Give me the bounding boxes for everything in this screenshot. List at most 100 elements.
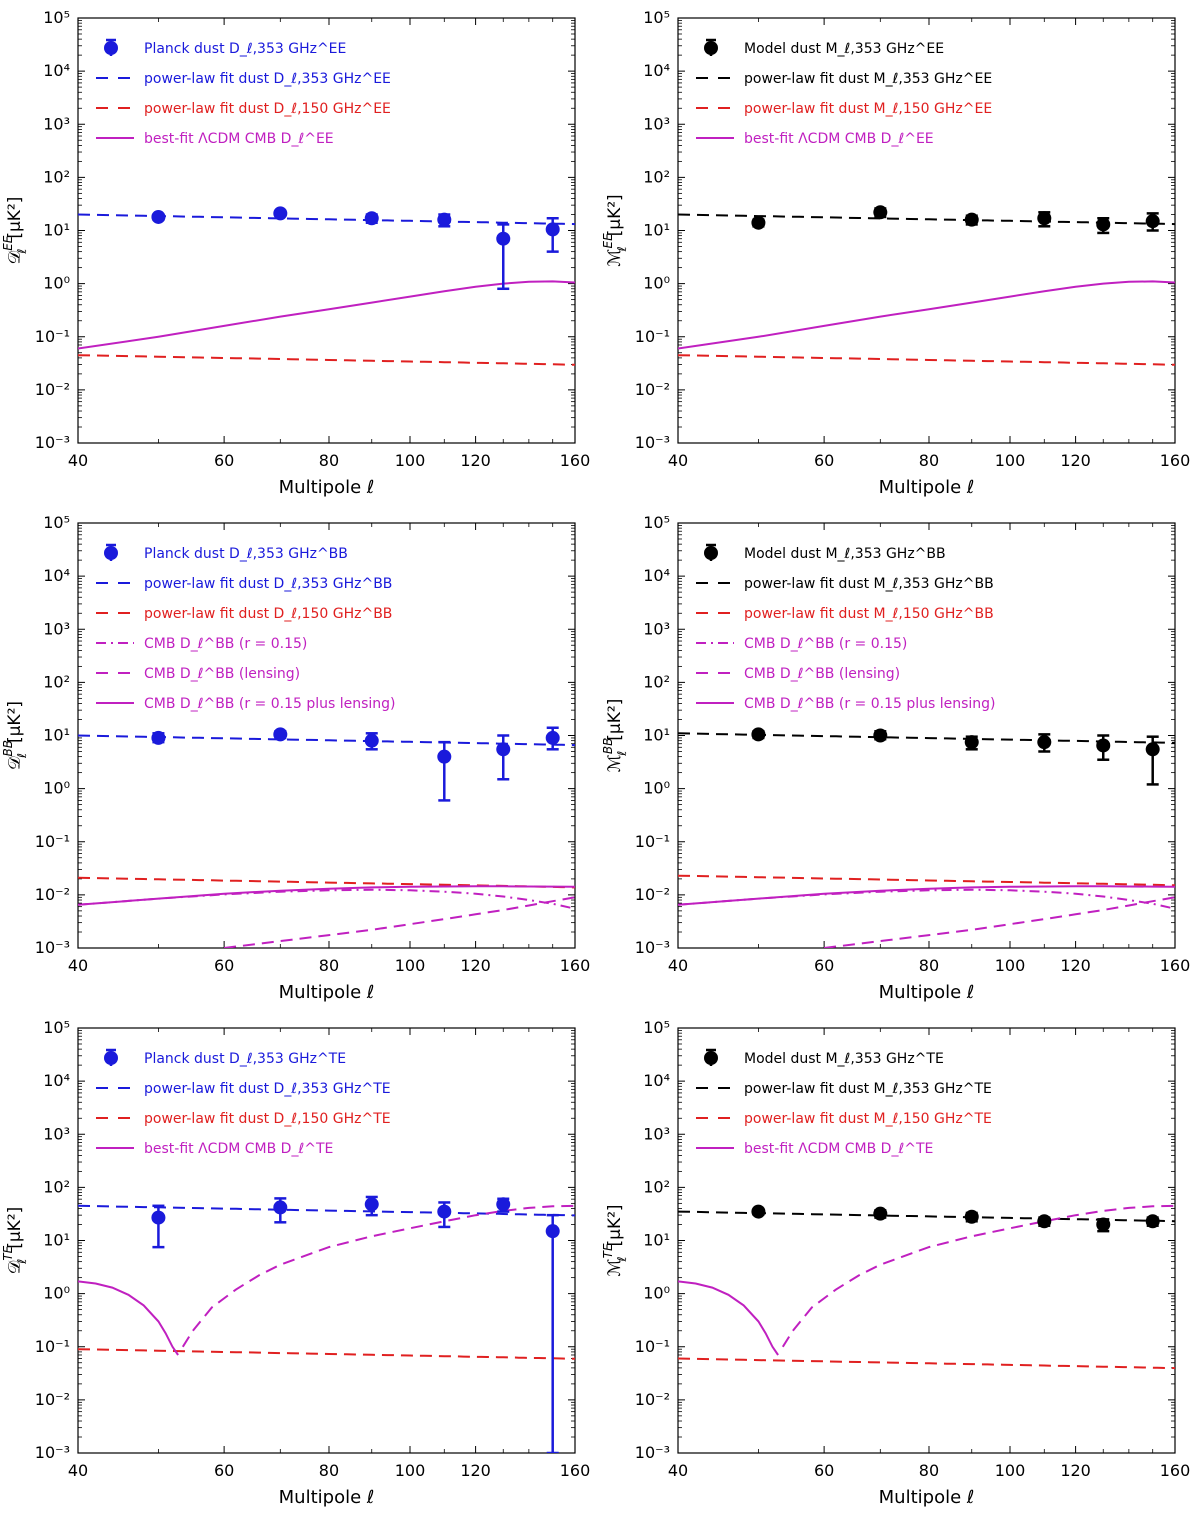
y-tick-label: 10⁵ [43, 513, 70, 532]
data-point [873, 205, 888, 220]
data-point [964, 1209, 979, 1224]
y-tick-label: 10⁴ [43, 1071, 70, 1090]
x-axis-label: Multipole ℓ [879, 982, 975, 1003]
data-point [751, 1204, 766, 1219]
series-line-solid [78, 1280, 179, 1356]
legend-marker [704, 41, 718, 55]
y-tick-label: 10⁰ [43, 1284, 70, 1303]
y-tick-label: 10² [43, 167, 70, 186]
data-point [1096, 217, 1111, 232]
legend-label: best-fit ΛCDM CMB D_ℓ^EE [744, 131, 934, 147]
legend-label: power-law fit dust M_ℓ,353 GHz^TE [744, 1081, 992, 1097]
data-point [964, 735, 979, 750]
x-tick-label: 40 [668, 956, 688, 975]
series-line-solid [78, 885, 575, 906]
legend-label: power-law fit dust M_ℓ,353 GHz^EE [744, 71, 992, 87]
legend-label: power-law fit dust D_ℓ,150 GHz^EE [144, 101, 391, 117]
data-point [364, 211, 379, 226]
data-point [151, 209, 166, 224]
legend-label: Model dust M_ℓ,353 GHz^TE [744, 1051, 944, 1067]
series-line-dashed [678, 1357, 1175, 1370]
y-tick-label: 10¹ [43, 726, 70, 745]
legend-label: Planck dust D_ℓ,353 GHz^BB [144, 546, 348, 562]
series-line-dashed [181, 1204, 575, 1348]
x-tick-label: 160 [560, 956, 591, 975]
y-tick-label: 10¹ [643, 726, 670, 745]
y-tick-label: 10³ [43, 114, 70, 133]
data-point [273, 1200, 288, 1215]
legend-label: power-law fit dust M_ℓ,150 GHz^EE [744, 101, 992, 117]
legend-marker [704, 1051, 718, 1065]
series-line-dashed [78, 213, 575, 226]
legend-label: best-fit ΛCDM CMB D_ℓ^TE [744, 1141, 933, 1157]
series-line-dashed [78, 734, 575, 747]
y-tick-label: 10⁻² [635, 380, 670, 399]
plot-area [78, 1195, 575, 1453]
series-line-dashed [78, 1204, 575, 1217]
x-tick-label: 80 [919, 451, 939, 470]
y-axis-label: 𝒟TEℓ[μK²] [1, 1207, 29, 1275]
series-line-solid [678, 885, 1175, 906]
legend-marker [704, 546, 718, 560]
data-point [437, 1204, 452, 1219]
legend-label: CMB D_ℓ^BB (r = 0.15 plus lensing) [144, 696, 396, 712]
y-tick-label: 10⁰ [43, 274, 70, 293]
legend-label: power-law fit dust M_ℓ,150 GHz^TE [744, 1111, 992, 1127]
x-axis-label: Multipole ℓ [879, 477, 975, 498]
legend-label: Planck dust D_ℓ,353 GHz^TE [144, 1051, 346, 1067]
x-tick-label: 120 [460, 451, 491, 470]
y-axis-label: ℳBBℓ[μK²] [601, 699, 629, 773]
x-tick-label: 120 [460, 1461, 491, 1480]
legend-marker [104, 41, 118, 55]
legend-label: power-law fit dust D_ℓ,150 GHz^BB [144, 606, 392, 622]
legend: Planck dust D_ℓ,353 GHz^EE power-law fit … [96, 38, 391, 147]
legend: Planck dust D_ℓ,353 GHz^TE power-law fit … [96, 1048, 391, 1157]
y-tick-label: 10⁴ [643, 61, 670, 80]
y-tick-label: 10² [643, 167, 670, 186]
panel-BB-model: 10⁵ 10⁴ 10³ 10² 10¹ 10⁰ 10⁻¹ 10⁻² 10⁻³40 60 80 100 1… [601, 513, 1190, 1003]
y-tick-label: 10⁰ [43, 779, 70, 798]
series-line-dashed [823, 896, 1175, 948]
y-axis-label: ℳTEℓ[μK²] [601, 1204, 629, 1276]
legend-label: CMB D_ℓ^BB (r = 0.15) [144, 636, 307, 652]
data-point [437, 212, 452, 227]
y-tick-label: 10² [643, 1177, 670, 1196]
y-tick-label: 10¹ [643, 221, 670, 240]
y-tick-label: 10⁻³ [635, 433, 670, 452]
series-line-dashed [678, 213, 1175, 226]
data-point [496, 742, 511, 757]
y-tick-label: 10¹ [643, 1231, 670, 1250]
panel-BB-planck: 10⁵ 10⁴ 10³ 10² 10¹ 10⁰ 10⁻¹ 10⁻² 10⁻³40 60 80 100 1… [1, 513, 590, 1003]
legend-label: Model dust M_ℓ,353 GHz^BB [744, 546, 946, 562]
legend-label: power-law fit dust M_ℓ,150 GHz^BB [744, 606, 994, 622]
y-tick-label: 10⁻³ [35, 433, 70, 452]
y-tick-label: 10⁻² [635, 885, 670, 904]
data-point [751, 215, 766, 230]
legend: Planck dust D_ℓ,353 GHz^BB power-law fit … [96, 543, 396, 712]
data-point [1096, 1217, 1111, 1232]
data-point [751, 727, 766, 742]
y-tick-label: 10¹ [43, 1231, 70, 1250]
legend: Model dust M_ℓ,353 GHz^EE power-law fit d… [696, 38, 992, 147]
series-line-dashed [678, 874, 1175, 887]
y-tick-label: 10⁻³ [635, 938, 670, 957]
y-tick-label: 10⁰ [643, 779, 670, 798]
legend-label: CMB D_ℓ^BB (lensing) [144, 666, 300, 682]
y-tick-label: 10⁻¹ [635, 1337, 670, 1356]
x-tick-label: 160 [560, 451, 591, 470]
data-point [496, 231, 511, 246]
data-point [273, 727, 288, 742]
y-tick-label: 10⁻³ [35, 938, 70, 957]
y-tick-label: 10⁵ [643, 1018, 670, 1037]
y-tick-label: 10⁻² [35, 380, 70, 399]
data-point [964, 212, 979, 227]
y-tick-label: 10⁴ [43, 566, 70, 585]
y-tick-label: 10¹ [43, 221, 70, 240]
x-tick-label: 100 [995, 1461, 1026, 1480]
x-tick-label: 80 [919, 956, 939, 975]
legend-label: power-law fit dust D_ℓ,150 GHz^TE [144, 1111, 391, 1127]
y-tick-label: 10⁻² [35, 1390, 70, 1409]
y-axis-label: ℳEEℓ[μK²] [601, 194, 629, 266]
y-tick-label: 10³ [643, 1124, 670, 1143]
y-tick-label: 10⁵ [43, 1018, 70, 1037]
